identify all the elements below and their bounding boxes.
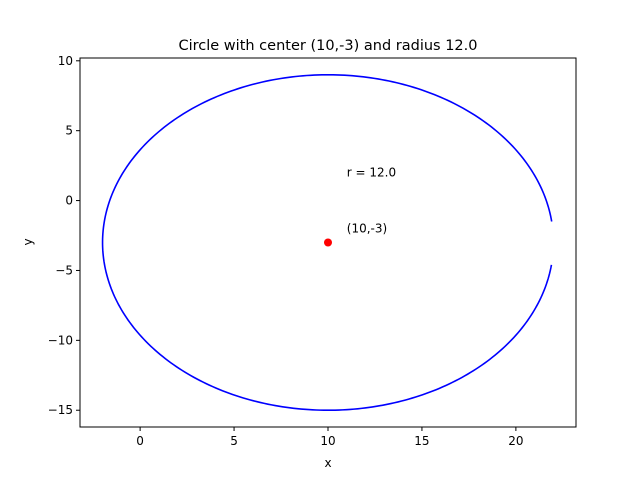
x-tick-label: 15 (414, 434, 429, 448)
center-annotation: (10,-3) (347, 222, 387, 236)
y-tick-label: −5 (55, 263, 73, 277)
x-axis-label: x (324, 456, 331, 470)
y-tick-label: 0 (65, 194, 73, 208)
annotations: r = 12.0 (10,-3) (347, 166, 396, 236)
y-tick-label: −10 (48, 333, 73, 347)
x-tick-label: 5 (230, 434, 238, 448)
x-tick-label: 10 (320, 434, 335, 448)
y-axis-ticks: 10 5 0 −5 −10 −15 (48, 54, 80, 417)
y-tick-label: −15 (48, 403, 73, 417)
circle-line (101, 73, 553, 412)
x-axis-ticks: 0 5 10 15 20 (136, 427, 524, 448)
x-tick-label: 20 (508, 434, 523, 448)
chart-title: Circle with center (10,-3) and radius 12… (178, 38, 477, 54)
y-axis-label: y (21, 238, 35, 245)
y-tick-label: 5 (65, 124, 73, 138)
y-tick-label: 10 (58, 54, 73, 68)
radius-annotation: r = 12.0 (347, 166, 396, 180)
x-tick-label: 0 (136, 434, 144, 448)
series-layer (101, 73, 553, 412)
center-point (324, 238, 332, 247)
